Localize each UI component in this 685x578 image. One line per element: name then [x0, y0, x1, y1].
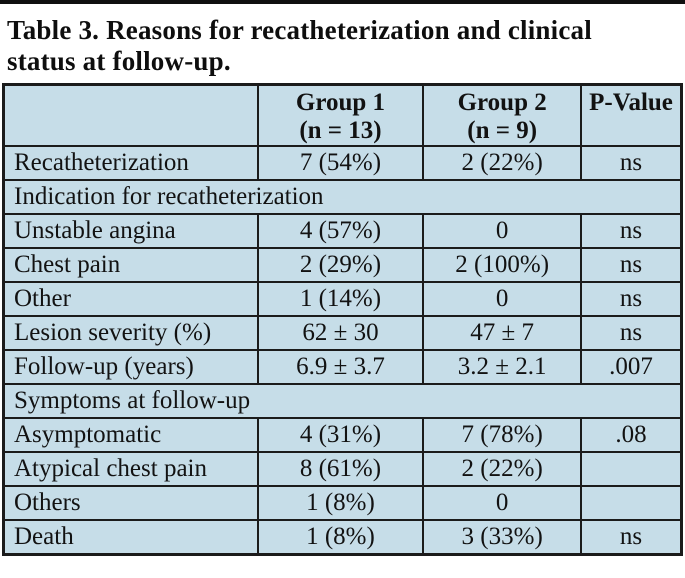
row-label: Atypical chest pain	[2, 451, 259, 487]
header-group2: Group 2 (n = 9)	[422, 83, 583, 147]
data-table: Group 1 (n = 13) Group 2 (n = 9) P-Value…	[2, 83, 683, 556]
header-pvalue: P-Value	[580, 83, 683, 147]
table-row: Atypical chest pain 8 (61%) 2 (22%)	[2, 451, 683, 487]
table-row: Unstable angina 4 (57%) 0 ns	[2, 213, 683, 249]
group2-value: 2 (100%)	[422, 247, 583, 283]
p-value: ns	[580, 247, 683, 283]
row-label: Unstable angina	[2, 213, 259, 249]
header-group2-name: Group 2	[457, 89, 547, 116]
p-value: ns	[580, 213, 683, 249]
row-label: Death	[2, 519, 259, 555]
table-row: Others 1 (8%) 0	[2, 485, 683, 521]
group1-value: 1 (8%)	[256, 519, 425, 555]
p-value	[580, 451, 683, 487]
p-value: ns	[580, 145, 683, 181]
section-row: Indication for recatheterization	[2, 179, 683, 215]
header-group1-name: Group 1	[295, 89, 386, 116]
row-label: Others	[2, 485, 259, 521]
header-group1: Group 1 (n = 13)	[256, 83, 425, 147]
top-rule	[0, 0, 685, 4]
group1-value: 8 (61%)	[256, 451, 425, 487]
table-row: Follow-up (years) 6.9 ± 3.7 3.2 ± 2.1 .0…	[2, 349, 683, 385]
row-label: Other	[2, 281, 259, 317]
row-label: Recatheterization	[2, 145, 259, 181]
p-value: .007	[580, 349, 683, 385]
group1-value: 62 ± 30	[256, 315, 425, 351]
p-value: .08	[580, 417, 683, 453]
group1-value: 2 (29%)	[256, 247, 425, 283]
group1-value: 1 (14%)	[256, 281, 425, 317]
group1-value: 1 (8%)	[256, 485, 425, 521]
table-row: Lesion severity (%) 62 ± 30 47 ± 7 ns	[2, 315, 683, 351]
group1-value: 4 (57%)	[256, 213, 425, 249]
group1-value: 4 (31%)	[256, 417, 425, 453]
group2-value: 47 ± 7	[422, 315, 583, 351]
p-value: ns	[580, 315, 683, 351]
p-value: ns	[580, 519, 683, 555]
p-value	[580, 485, 683, 521]
table-row: Other 1 (14%) 0 ns	[2, 281, 683, 317]
table-title: Table 3. Reasons for recatheterization a…	[7, 15, 592, 76]
header-group1-n: (n = 13)	[299, 117, 382, 144]
section-label: Indication for recatheterization	[2, 179, 683, 215]
header-empty-cell	[2, 83, 259, 147]
group2-value: 0	[422, 281, 583, 317]
group1-value: 7 (54%)	[256, 145, 425, 181]
table-row: Chest pain 2 (29%) 2 (100%) ns	[2, 247, 683, 283]
header-group2-n: (n = 9)	[467, 117, 538, 144]
group2-value: 0	[422, 485, 583, 521]
group2-value: 2 (22%)	[422, 451, 583, 487]
group2-value: 0	[422, 213, 583, 249]
table-row: Asymptomatic 4 (31%) 7 (78%) .08	[2, 417, 683, 453]
table-row: Death 1 (8%) 3 (33%) ns	[2, 519, 683, 555]
section-row: Symptoms at follow-up	[2, 383, 683, 419]
row-label: Lesion severity (%)	[2, 315, 259, 351]
row-label: Asymptomatic	[2, 417, 259, 453]
table-row: Recatheterization 7 (54%) 2 (22%) ns	[2, 145, 683, 181]
header-row: Group 1 (n = 13) Group 2 (n = 9) P-Value	[2, 83, 683, 147]
row-label: Follow-up (years)	[2, 349, 259, 385]
group1-value: 6.9 ± 3.7	[256, 349, 425, 385]
group2-value: 3 (33%)	[422, 519, 583, 555]
p-value: ns	[580, 281, 683, 317]
group2-value: 2 (22%)	[422, 145, 583, 181]
row-label: Chest pain	[2, 247, 259, 283]
group2-value: 7 (78%)	[422, 417, 583, 453]
section-label: Symptoms at follow-up	[2, 383, 683, 419]
group2-value: 3.2 ± 2.1	[422, 349, 583, 385]
